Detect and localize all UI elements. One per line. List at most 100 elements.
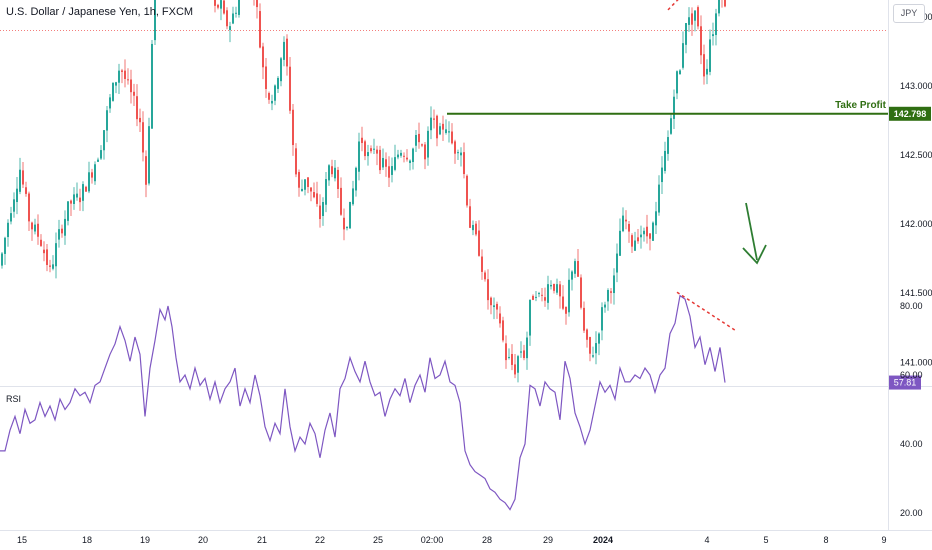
candle-body [112,83,114,101]
candle-body [262,46,264,68]
candle-body [391,166,393,175]
candle-body [454,141,456,154]
time-tick-label: 20 [198,535,208,545]
candle-body [73,194,75,204]
chart-title: U.S. Dollar / Japanese Yen, 1h, FXCM [6,6,194,18]
candle-body [466,175,468,206]
candle-body [415,135,417,146]
candle-body [304,179,306,190]
candle-body [583,307,585,331]
candle-body [499,313,501,324]
candle-body [478,230,480,256]
candle-body [283,41,285,60]
candle-body [634,240,636,251]
candle-body [601,307,603,331]
candle-body [295,148,297,175]
candle-body [637,237,639,242]
candle-body [13,199,15,212]
candle-body [655,211,657,226]
candle-body [238,0,240,15]
candle-body [109,97,111,109]
time-tick-label: 15 [17,535,27,545]
candle-body [700,26,702,56]
candle-body [523,350,525,359]
candle-body [406,157,408,160]
candle-body [619,230,621,256]
candle-body [568,279,570,313]
candle-body [409,160,411,164]
candle-body [298,172,300,188]
candle-body [520,351,522,353]
candle-body [124,70,126,79]
candle-body [388,166,390,178]
candle-body [103,130,105,151]
candle-body [595,343,597,354]
candle-body [46,249,48,265]
time-tick-label: 18 [82,535,92,545]
candle-body [145,156,147,185]
candle-body [142,122,144,153]
time-tick-label: 8 [823,535,828,545]
candle-body [94,164,96,182]
candle-body [55,243,57,267]
time-tick-label: 2024 [593,535,613,545]
candle-body [544,297,546,301]
candle-body [445,129,447,133]
candle-body [529,299,531,336]
candle-body [331,166,333,175]
candle-body [682,43,684,68]
candle-body [349,201,351,229]
candle-body [565,306,567,314]
candle-body [307,177,309,187]
time-tick-label: 21 [257,535,267,545]
currency-button[interactable]: JPY [893,4,925,23]
candle-body [274,85,276,101]
candle-body [604,304,606,308]
candle-body [703,54,705,77]
candle-body [310,187,312,192]
candle-body [658,184,660,213]
candle-body [625,219,627,222]
price-tick-label: 141.000 [900,357,932,367]
candle-body [235,12,237,14]
down-arrow-head [742,244,767,265]
candle-body [511,354,513,365]
price-divergence-line [667,0,679,11]
candle-body [562,296,564,309]
candle-body [322,201,324,216]
candle-body [22,170,24,185]
candle-body [670,118,672,134]
candle-body [28,193,30,222]
candle-body [661,167,663,183]
candle-body [505,343,507,361]
candle-body [574,261,576,274]
candle-body [475,223,477,235]
candle-body [280,58,282,82]
candle-body [724,0,726,7]
candle-body [589,337,591,354]
candle-body [286,38,288,67]
candle-body [361,137,363,144]
time-tick-label: 25 [373,535,383,545]
candle-body [385,159,387,167]
candle-body [1,253,3,266]
candle-body [472,224,474,231]
candle-body [457,152,459,154]
candle-body [613,275,615,294]
candle-body [232,13,234,24]
candle-body [82,184,84,201]
candle-body [688,17,690,25]
candle-body [394,157,396,170]
rsi-value-text: 57.81 [894,378,917,388]
candle-body [100,150,102,159]
annotations [667,0,767,265]
candle-body [697,7,699,27]
candle-body [319,205,321,220]
candle-body [115,82,117,86]
candle-body [532,295,534,300]
candle-body [31,222,33,230]
candle-body [694,10,696,21]
